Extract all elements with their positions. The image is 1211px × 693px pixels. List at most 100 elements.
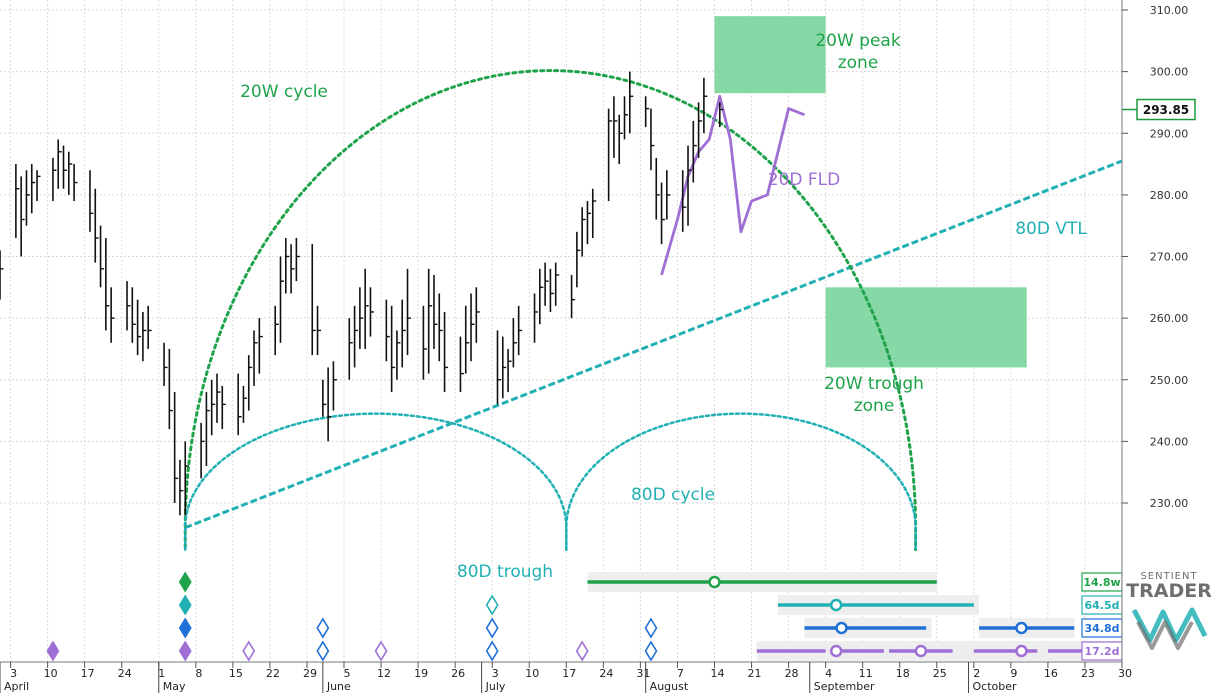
cycle-length-label: 34.8d [1084,622,1119,635]
projection-center [829,644,843,658]
annotation-label: zone [838,53,879,73]
x-tick-label: 2 [973,667,980,680]
x-tick-label: 1 [158,667,165,680]
cycle-marker-diamond [178,594,192,616]
last-price-label: 293.85 [1143,103,1189,117]
x-tick-label: 29 [303,667,317,680]
cycle-marker-diamond [316,617,330,639]
vtl-line [184,159,1122,530]
projection-center [914,644,928,658]
month-label: October [973,680,1017,693]
x-tick-label: 18 [896,667,910,680]
x-tick-label: 19 [414,667,428,680]
last-price-box [1136,98,1196,121]
cycle-marker-diamond [374,640,388,662]
x-tick-label: 22 [266,667,280,680]
month-label: August [650,680,689,693]
x-tick-label: 12 [377,667,391,680]
annotation-label: 20W trough [824,374,924,394]
x-tick-label: 10 [525,667,539,680]
zone-box [825,287,1027,368]
y-tick-label: 240.00 [1150,435,1189,448]
month-label: September [814,680,875,693]
x-tick-label: 15 [229,667,243,680]
x-tick-label: 17 [562,667,576,680]
cycle-length-label: 17.2d [1084,645,1119,658]
cycle-marker-diamond [178,571,192,593]
month-label: July [485,680,506,693]
cycle-80d-arc [565,412,917,551]
x-tick-label: 4 [825,667,832,680]
x-tick-label: 9 [1010,667,1017,680]
y-tick-label: 290.00 [1150,127,1189,140]
cycle-marker-diamond [485,617,499,639]
x-tick-label: 16 [1044,667,1058,680]
x-tick-label: 17 [81,667,95,680]
brand-mark-grey [1136,620,1194,650]
month-label: May [163,680,186,693]
y-tick-label: 300.00 [1150,66,1189,79]
y-tick-label: 280.00 [1150,189,1189,202]
x-tick-label: 14 [710,667,724,680]
projection-center [1015,621,1028,635]
annotation-label: zone [854,396,895,416]
cycle-marker-diamond [46,640,60,662]
x-tick-label: 24 [118,667,132,680]
cycle-marker-diamond [178,617,192,639]
y-tick-label: 270.00 [1150,251,1189,264]
month-label: June [326,680,351,693]
cycle-marker-diamond [644,617,658,639]
projection-center [829,598,843,612]
cycle-marker-diamond [644,640,658,662]
x-tick-label: 25 [933,667,947,680]
y-tick-label: 250.00 [1150,374,1189,387]
y-tick-label: 310.00 [1150,4,1189,17]
x-tick-label: 28 [785,667,799,680]
price-bars [0,71,724,516]
cycle-zones [714,16,1027,368]
annotation-label: 20W cycle [240,82,328,102]
zone-box [714,16,826,94]
y-axis: 310.00 300.00 290.00 280.00 270.00 260.00 250.… [1121,0,1211,693]
brand-line2: TRADER [1126,580,1211,602]
x-tick-label: 30 [1118,667,1132,680]
annotation-label: 80D cycle [631,485,715,505]
brand-line1: SENTIENT [1140,571,1197,582]
brand-mark-teal [1131,607,1208,643]
y-tick-label: 260.00 [1150,312,1189,325]
y-tick-label: 230.00 [1150,497,1189,510]
projection-center [708,575,721,589]
projection-center [835,621,848,635]
x-tick-label: 21 [748,667,762,680]
month-label: April [4,680,29,693]
cycle-length-label: 14.8w [1083,576,1120,589]
cycle-marker-diamond [178,640,192,662]
x-tick-label: 5 [344,667,351,680]
cycle-length-label: 64.5d [1084,599,1119,612]
x-tick-label: 26 [451,667,465,680]
projection-center [1015,644,1028,658]
cycle-markers [46,571,658,662]
cycle-20w-arc [183,68,918,552]
x-tick-label: 3 [10,667,17,680]
x-tick-label: 3 [492,667,499,680]
cycle-80d-arc [183,412,568,551]
annotation-label: 80D trough [457,562,553,582]
cycle-marker-diamond [485,640,499,662]
cycle-projections: 14.8w 64.5d 34.8d 17.2d [587,572,1123,661]
cycle-marker-diamond [316,640,330,662]
x-tick-label: 7 [677,667,684,680]
cycle-marker-diamond [242,640,256,662]
x-axis: 3 10 17 24 1 8 15 22 29 5 12 19 26 3 10 17 24 31 7 14 21 28 4 1… [0,661,1132,693]
x-tick-label: 10 [44,667,58,680]
cycle-marker-diamond [575,640,589,662]
x-tick-label: 24 [599,667,613,680]
x-tick-label: 8 [195,667,202,680]
annotation-label: 80D VTL [1015,219,1087,239]
x-tick-label: 11 [859,667,873,680]
x-tick-label: 31 [636,667,650,680]
annotation-label: 20D FLD [768,170,840,190]
